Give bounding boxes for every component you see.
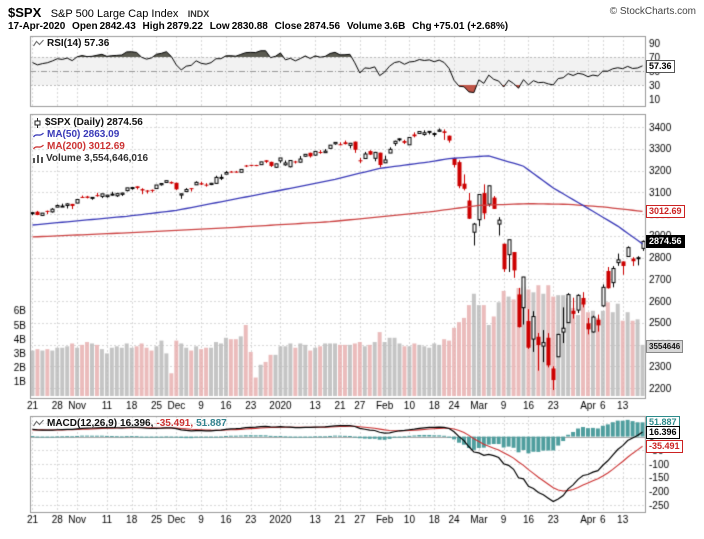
macd-signal-legend-value: -35.491,: [156, 418, 194, 429]
open-label: Open: [72, 21, 98, 32]
volume-label: Volume: [346, 21, 383, 32]
symbol-label: $SPX: [8, 5, 42, 20]
macd-line-legend-value: 16.396,: [120, 418, 154, 429]
close-value: 2874.56: [303, 21, 341, 32]
macd-hist-legend-value: 51.887: [196, 418, 227, 429]
volume-value-box: 3554646: [646, 340, 684, 353]
ma200-value-box: 3012.69: [646, 205, 685, 218]
price-legend-label: $SPX (Daily) 2874.56: [45, 117, 143, 128]
ma200-legend: MA(200) 3012.69: [33, 141, 125, 152]
ma50-legend-label: MA(50) 2863.09: [47, 129, 120, 140]
close-label: Close: [274, 21, 302, 32]
chg-value: +75.01 (+2.68%): [433, 21, 509, 32]
macd-legend-name: MACD(12,26,9): [47, 418, 118, 429]
stockcharts-copyright-link[interactable]: © StockCharts.com: [609, 6, 696, 17]
chg-label: Chg: [412, 21, 432, 32]
volume-legend-label: Volume 3,554,646,016: [46, 153, 149, 164]
macd-legend: MACD(12,26,9) 16.396, -35.491, 51.887: [33, 418, 227, 429]
volume-legend: Volume 3,554,646,016: [33, 153, 148, 164]
volume-value: 3.6B: [384, 21, 406, 32]
exchange-label: INDX: [187, 9, 210, 19]
volume-bars-icon: [33, 155, 43, 163]
price-legend: $SPX (Daily) 2874.56: [33, 117, 143, 128]
open-value: 2842.43: [99, 21, 136, 32]
ma200-legend-label: MA(200) 3012.69: [47, 141, 125, 152]
index-name-label: S&P 500 Large Cap Index: [50, 8, 179, 20]
rsi-indicator-icon: [33, 39, 44, 47]
quote-line: 17-Apr-2020 Open 2842.43 High 2879.22 Low 2…: [8, 21, 512, 32]
ma50-legend: MA(50) 2863.09: [33, 129, 119, 140]
low-value: 2830.88: [231, 21, 268, 32]
close-value-box: 2874.56: [646, 235, 685, 248]
high-value: 2879.22: [166, 21, 203, 32]
rsi-value-box: 57.36: [646, 60, 675, 73]
low-label: Low: [209, 21, 230, 32]
macd-line-value-box: 16.396: [646, 426, 680, 439]
ma50-line-icon: [33, 132, 44, 137]
ma200-line-icon: [33, 144, 44, 149]
quote-date: 17-Apr-2020: [8, 21, 66, 32]
chart-header: $SPX S&P 500 Large Cap Index INDX: [8, 4, 209, 22]
high-label: High: [142, 21, 165, 32]
rsi-legend: RSI(14) 57.36: [33, 38, 109, 49]
candlestick-icon: [34, 117, 41, 128]
macd-indicator-icon: [33, 419, 44, 427]
macd-signal-value-box: -35.491: [646, 440, 683, 453]
rsi-legend-label: RSI(14) 57.36: [47, 38, 110, 49]
